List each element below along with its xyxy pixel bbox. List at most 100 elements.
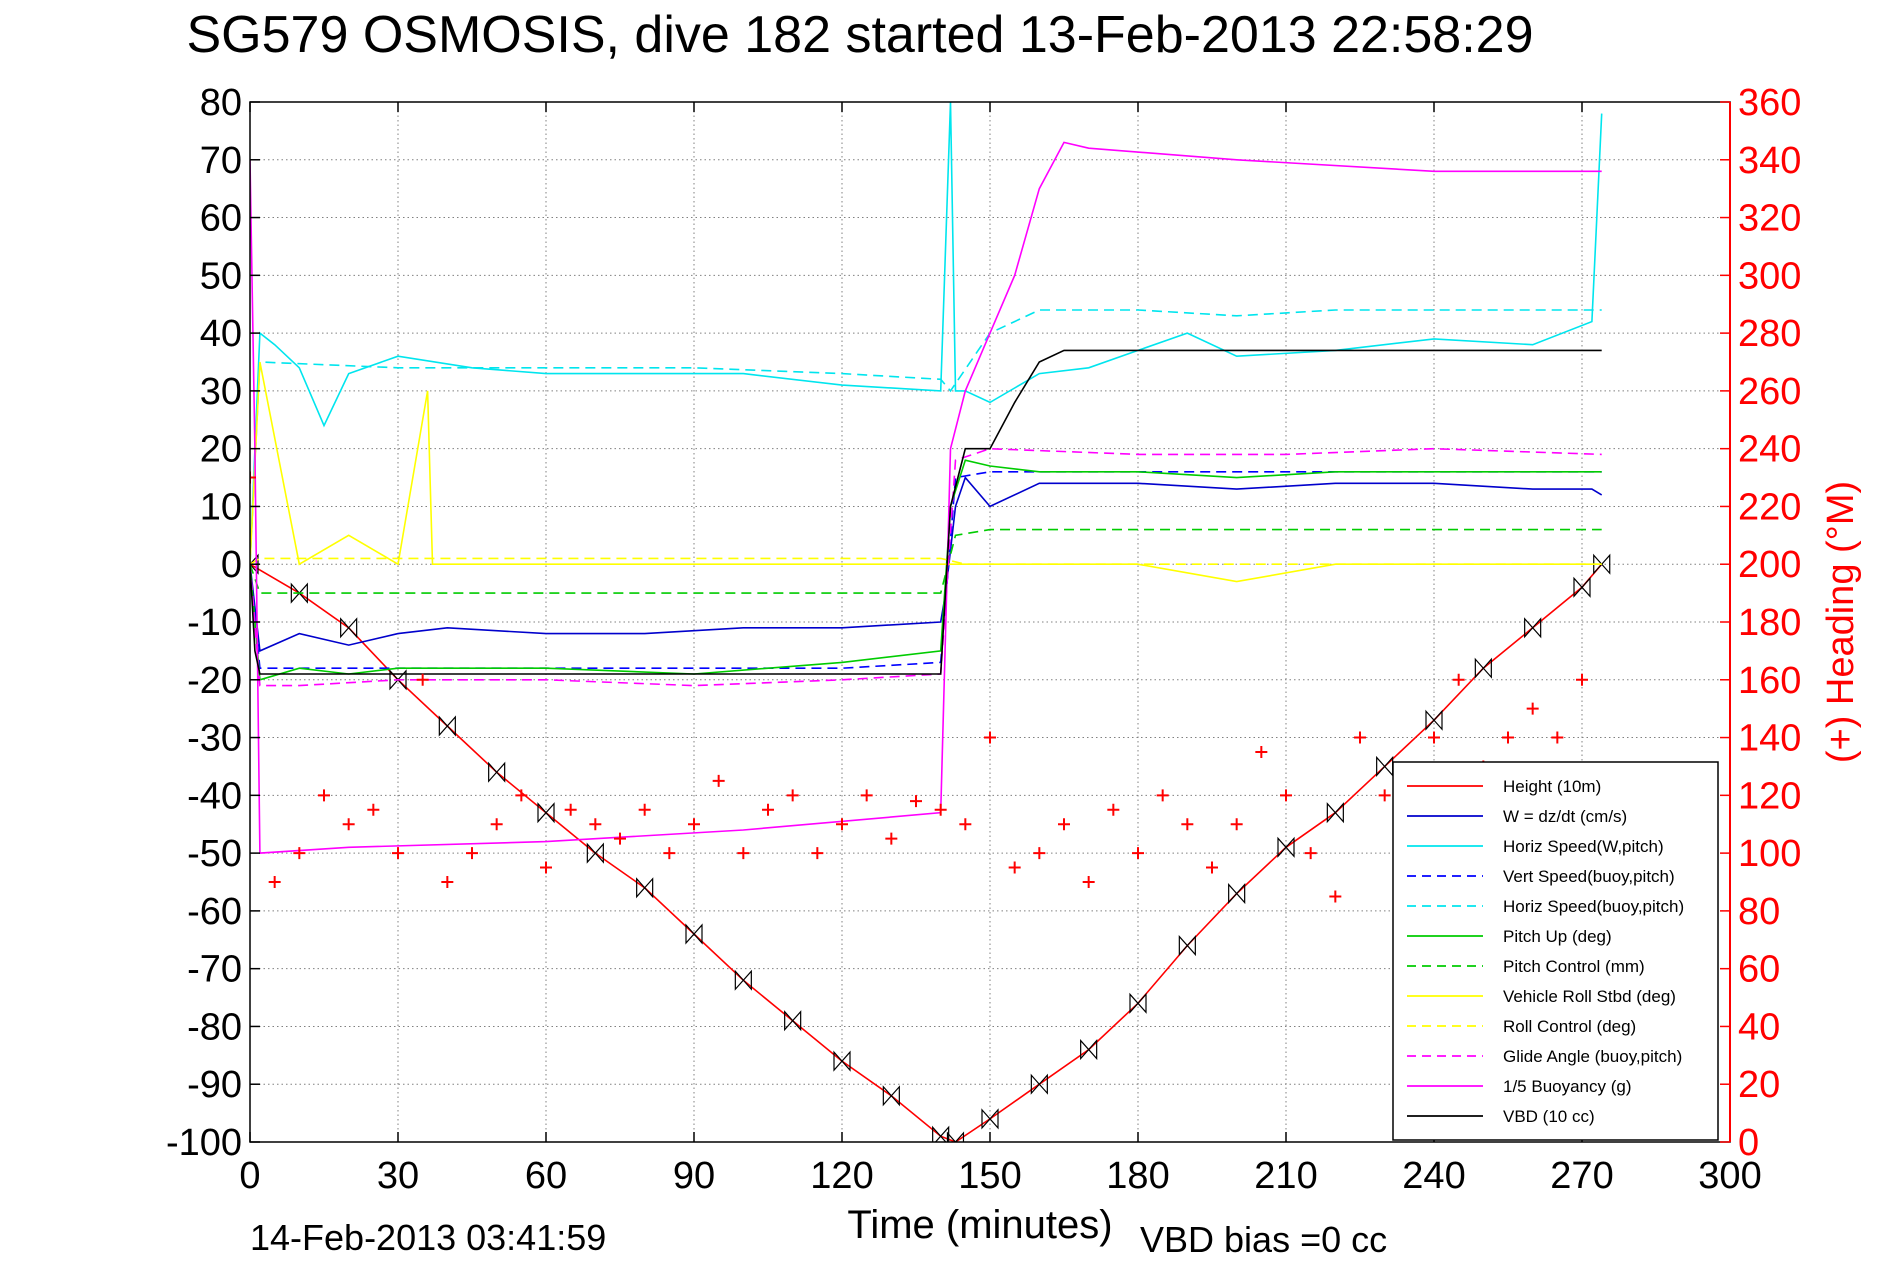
- series-horiz-speed-buoy-pitch: [250, 309, 1602, 565]
- y-right-tick-label: 80: [1738, 891, 1780, 933]
- y-tick-label: -80: [187, 1006, 242, 1048]
- x-tick-label: 210: [1254, 1155, 1317, 1197]
- y-tick-label: 80: [200, 82, 242, 124]
- height-marker: [1425, 709, 1443, 731]
- series-horiz-speed-w-pitch: [250, 102, 1603, 565]
- heading-point: [1378, 789, 1391, 802]
- height-marker: [1524, 617, 1542, 639]
- heading-point: [712, 774, 725, 787]
- y-tick-label: -100: [166, 1122, 242, 1164]
- heading-point: [1329, 890, 1342, 903]
- x-tick-label: 120: [810, 1155, 873, 1197]
- height-marker: [1474, 657, 1492, 679]
- series-pitch-control-mm: [250, 528, 1602, 594]
- series-vert-speed-buoy-pitch: [250, 471, 1602, 669]
- heading-point: [688, 818, 700, 831]
- y-right-tick-label: 260: [1738, 371, 1801, 413]
- heading-point: [1502, 731, 1514, 744]
- x-tick-label: 90: [673, 1155, 715, 1197]
- y-tick-label: -60: [187, 891, 242, 933]
- series-1-5-buoyancy-g-line: [250, 141, 1602, 854]
- legend-label: Glide Angle (buoy,pitch): [1503, 1047, 1682, 1066]
- x-axis: 0 30 60 90 120 150 180 210 240 270 300: [239, 102, 1762, 1197]
- y-tick-label: 10: [200, 486, 242, 528]
- heading-point: [589, 818, 602, 831]
- y-axis-left: -100-90-80-70-60-50-40-30-20-10010203040…: [166, 82, 260, 1164]
- y-axis-right-label: (+) Heading (°M): [1820, 481, 1862, 763]
- height-marker: [1080, 1038, 1098, 1061]
- legend-label: Vehicle Roll Stbd (deg): [1503, 987, 1676, 1006]
- y-right-tick-label: 200: [1738, 544, 1801, 586]
- heading-point: [342, 818, 355, 831]
- heading-point: [836, 818, 848, 831]
- series-horiz-speed-w-pitch-line: [250, 102, 1603, 565]
- series-horiz-speed-buoy-pitch-line: [250, 309, 1602, 565]
- height-marker: [833, 1050, 851, 1072]
- heading-point: [1107, 803, 1120, 816]
- y-tick-label: -10: [187, 602, 242, 644]
- y-right-tick-label: 140: [1738, 718, 1801, 760]
- heading-point: [811, 847, 824, 860]
- heading-point: [1206, 861, 1218, 874]
- heading-point: [910, 795, 922, 808]
- series-glide-angle-buoy-pitch-line: [250, 447, 1602, 687]
- y-right-tick-label: 280: [1738, 313, 1801, 355]
- footer-vbd-bias: VBD bias =0 cc: [1140, 1219, 1387, 1260]
- heading-point: [1156, 789, 1169, 802]
- heading-point: [1008, 861, 1021, 874]
- height-marker: [1277, 836, 1295, 858]
- height-marker: [932, 1125, 950, 1142]
- x-tick-label: 180: [1106, 1155, 1169, 1197]
- height-marker: [250, 553, 259, 575]
- height-marker: [1326, 802, 1344, 824]
- height-marker: [488, 761, 506, 783]
- y-right-tick-label: 40: [1738, 1006, 1780, 1048]
- height-marker: [1129, 992, 1147, 1014]
- heading-point: [1255, 746, 1268, 758]
- heading-point: [1280, 789, 1292, 802]
- y-right-tick-label: 160: [1738, 660, 1801, 702]
- heading-point: [250, 471, 256, 484]
- heading-point: [638, 803, 651, 816]
- x-tick-label: 240: [1402, 1155, 1465, 1197]
- height-marker: [340, 617, 358, 639]
- height-marker: [290, 582, 308, 604]
- heading-point: [540, 861, 552, 874]
- y-axis-right: 0 20 40 60 80 100 120 140 160 180 200 220 240 260 280 3…: [1720, 82, 1801, 1164]
- legend-label: Height (10m): [1503, 777, 1601, 796]
- heading-point: [416, 673, 429, 686]
- y-right-tick-label: 320: [1738, 198, 1801, 240]
- heading-point: [367, 803, 380, 816]
- y-right-tick-label: 0: [1738, 1122, 1759, 1164]
- series-1-5-buoyancy-g: [250, 141, 1602, 854]
- heading-point: [1181, 818, 1194, 831]
- legend-label: Horiz Speed(W,pitch): [1503, 837, 1664, 856]
- y-right-tick-label: 20: [1738, 1064, 1780, 1106]
- series-glide-angle-buoy-pitch: [250, 447, 1602, 687]
- heading-point: [490, 818, 503, 831]
- height-marker: [1030, 1073, 1048, 1095]
- series-layer: [250, 102, 1611, 1142]
- legend-label: Vert Speed(buoy,pitch): [1503, 867, 1675, 886]
- x-tick-label: 60: [525, 1155, 567, 1197]
- height-marker: [636, 877, 654, 899]
- y-right-tick-label: 300: [1738, 255, 1801, 297]
- y-tick-label: 0: [221, 544, 242, 586]
- legend-label: VBD (10 cc): [1503, 1107, 1595, 1126]
- heading-point: [1033, 847, 1046, 860]
- legend-label: Pitch Up (deg): [1503, 927, 1612, 946]
- height-marker: [882, 1085, 900, 1107]
- height-marker: [537, 802, 555, 824]
- heading-point: [1452, 673, 1465, 686]
- legend-label: W = dz/dt (cm/s): [1503, 807, 1627, 826]
- legend-label: Roll Control (deg): [1503, 1017, 1636, 1036]
- heading-point: [515, 789, 528, 802]
- x-tick-label: 300: [1698, 1155, 1761, 1197]
- series-pitch-control-mm-line: [250, 528, 1602, 594]
- y-tick-label: 30: [200, 371, 242, 413]
- y-right-tick-label: 120: [1738, 775, 1801, 817]
- heading-point: [392, 847, 404, 860]
- y-right-tick-label: 100: [1738, 833, 1801, 875]
- heading-point: [293, 847, 306, 860]
- y-right-tick-label: 180: [1738, 602, 1801, 644]
